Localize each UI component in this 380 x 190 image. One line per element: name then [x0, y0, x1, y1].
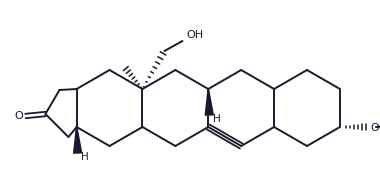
Polygon shape — [205, 88, 213, 115]
Text: H: H — [213, 114, 221, 124]
Text: OH: OH — [187, 30, 204, 40]
Text: O: O — [370, 123, 378, 133]
Text: H: H — [81, 152, 89, 162]
Text: O: O — [14, 111, 23, 121]
Polygon shape — [74, 126, 82, 153]
